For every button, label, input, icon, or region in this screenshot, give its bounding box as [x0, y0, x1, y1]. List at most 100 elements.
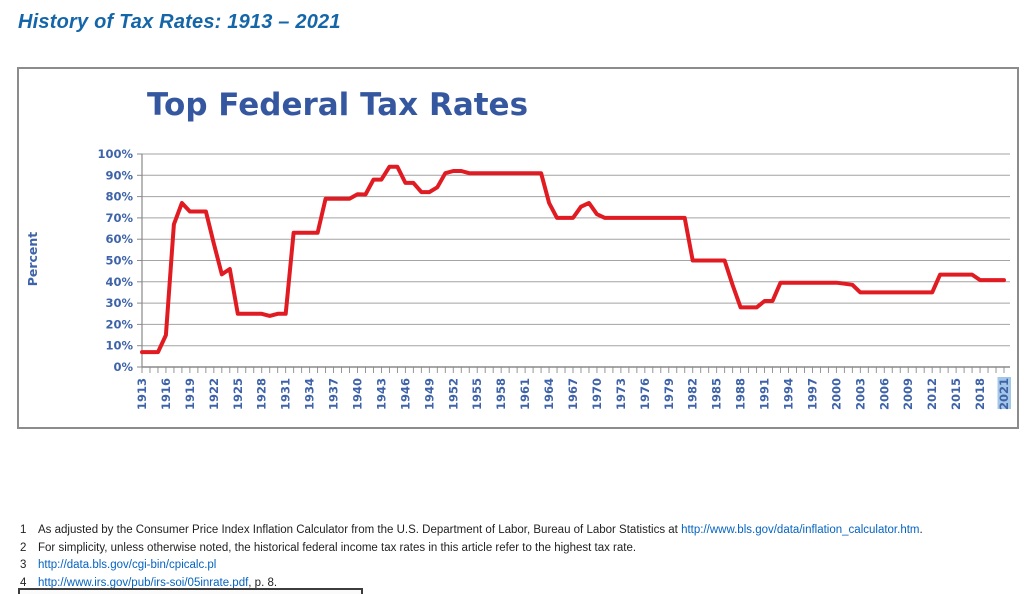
y-tick-label: 90% — [105, 168, 133, 182]
x-tick-label-group: 1976 — [638, 378, 652, 410]
x-tick-label: 1982 — [686, 378, 700, 410]
x-tick-label: 1946 — [398, 378, 412, 410]
x-tick-label: 2003 — [853, 378, 867, 410]
x-tick-label-group: 2018 — [973, 378, 987, 410]
x-tick-label: 1949 — [422, 378, 436, 410]
x-tick-label: 1922 — [207, 378, 221, 410]
y-tick-label: 40% — [105, 275, 133, 289]
footnote-text: , p. 8. — [248, 576, 278, 589]
x-tick-label: 1970 — [590, 378, 604, 410]
x-tick-label-group: 1970 — [590, 378, 604, 410]
x-tick-label-group: 2021 — [997, 377, 1011, 410]
x-tick-label-group: 1946 — [398, 378, 412, 410]
x-tick-label-group: 1994 — [782, 378, 796, 410]
x-tick-label: 1919 — [183, 378, 197, 410]
footnote-text: As adjusted by the Consumer Price Index … — [38, 524, 682, 536]
footnote-number: 1 — [20, 524, 27, 536]
x-tick-label: 2006 — [877, 378, 891, 410]
x-tick-label: 1964 — [542, 378, 556, 410]
x-tick-label: 1985 — [710, 378, 724, 410]
x-tick-label-group: 1988 — [734, 378, 748, 410]
x-tick-label: 1979 — [662, 378, 676, 410]
x-tick-label-group: 1952 — [446, 378, 460, 410]
x-tick-label-group: 2006 — [877, 378, 891, 410]
x-tick-label: 1934 — [303, 378, 317, 410]
x-tick-label: 2015 — [949, 378, 963, 410]
x-tick-label: 1913 — [135, 378, 149, 410]
x-tick-label-group: 1967 — [566, 378, 580, 410]
y-tick-label: 70% — [105, 211, 133, 225]
highlighted-year-selection — [997, 377, 1011, 409]
y-tick-label: 30% — [105, 296, 133, 310]
x-tick-label-group: 1973 — [614, 378, 628, 410]
x-tick-label-group: 1997 — [805, 378, 819, 410]
footnote-1: 1 As adjusted by the Consumer Price Index… — [20, 522, 1010, 540]
x-tick-label: 1973 — [614, 378, 628, 410]
tax-rate-line — [140, 164, 1006, 355]
x-tick-label: 1940 — [351, 378, 365, 410]
x-tick-label: 1961 — [518, 378, 532, 410]
x-tick-label-group: 1961 — [518, 378, 532, 410]
x-tick-label: 2009 — [901, 378, 915, 410]
footnote-number: 3 — [20, 559, 27, 571]
x-tick-label-group: 1922 — [207, 378, 221, 410]
x-tick-label: 1937 — [327, 378, 341, 410]
next-section-box-cutoff — [18, 588, 363, 594]
footnote-2: 2 For simplicity, unless otherwise noted,… — [20, 540, 1010, 558]
footnote-text: For simplicity, unless otherwise noted, … — [38, 541, 637, 554]
footnote-link[interactable]: http://data.bls.gov/cgi-bin/cpicalc.pl — [38, 559, 217, 571]
x-tick-label: 2021 — [997, 378, 1011, 410]
plot-area: 0% 10% 20% 30% 40% 50% 60% 70% 80% 90% 100% 1913 191… — [97, 147, 1011, 410]
footnote-link[interactable]: http://www.bls.gov/data/inflation_calcul… — [681, 524, 920, 536]
x-tick-label-group: 1982 — [686, 378, 700, 410]
x-tick-label-group: 1943 — [374, 378, 388, 410]
y-tick-label: 100% — [97, 147, 133, 161]
x-tick-label-group: 1913 — [135, 378, 149, 410]
footnote-number: 4 — [20, 576, 27, 589]
x-tick-label: 1943 — [374, 378, 388, 410]
x-tick-label-group: 2015 — [949, 378, 963, 410]
footnote-number: 2 — [20, 541, 27, 554]
x-tick-label-group: 1958 — [494, 378, 508, 410]
x-tick-label-group: 1931 — [279, 378, 293, 410]
page-title: History of Tax Rates: 1913 – 2021 — [18, 11, 341, 33]
footnotes: 1 As adjusted by the Consumer Price Index… — [20, 522, 1010, 592]
x-tick-label: 1976 — [638, 378, 652, 410]
x-tick-label-group: 2009 — [901, 378, 915, 410]
x-tick-label-group: 1916 — [159, 378, 173, 410]
x-tick-label: 2000 — [829, 378, 843, 410]
x-tick-label: 2018 — [973, 378, 987, 410]
tax-rate-chart: Top Federal Tax Rates Percent 0% 10% 20% 30… — [25, 87, 1011, 410]
x-tick-label: 1928 — [255, 378, 269, 410]
x-tick-label-group: 1937 — [327, 378, 341, 410]
chart-title: Top Federal Tax Rates — [147, 87, 528, 123]
footnote-text: . — [919, 524, 923, 536]
y-tick-label: 50% — [105, 254, 133, 268]
x-tick-label: 1967 — [566, 378, 580, 410]
x-tick-label: 1931 — [279, 378, 293, 410]
y-tick-label: 60% — [105, 232, 133, 246]
x-tick-label: 1988 — [734, 378, 748, 410]
y-axis-title: Percent — [25, 232, 40, 287]
x-tick-label: 1994 — [782, 378, 796, 410]
x-tick-label: 1916 — [159, 378, 173, 410]
footnote-4: 4 http://www.irs.gov/pub/irs-soi/05inrate… — [20, 575, 1010, 593]
x-tick-label-group: 1955 — [470, 378, 484, 410]
chart-panel: Top Federal Tax Rates Percent 0% 10% 20% 30… — [17, 67, 1019, 429]
x-tick-label: 1925 — [231, 378, 245, 410]
y-tick-label: 10% — [105, 339, 133, 353]
x-tick-label-group: 2000 — [829, 378, 843, 410]
x-tick-label-group: 1928 — [255, 378, 269, 410]
x-tick-label: 1991 — [758, 378, 772, 410]
x-tick-label-group: 1979 — [662, 378, 676, 410]
x-tick-label-group: 1985 — [710, 378, 724, 410]
footnote-link[interactable]: http://www.irs.gov/pub/irs-soi/05inrate.… — [38, 576, 249, 589]
x-tick-label-group: 1919 — [183, 378, 197, 410]
x-tick-label-group: 2003 — [853, 378, 867, 410]
x-tick-label-group: 1964 — [542, 378, 556, 410]
x-tick-label-group: 1925 — [231, 378, 245, 410]
x-tick-label-group: 1991 — [758, 378, 772, 410]
y-tick-label: 80% — [105, 190, 133, 204]
footnote-3: 3 http://data.bls.gov/cgi-bin/cpicalc.pl — [20, 557, 1010, 575]
